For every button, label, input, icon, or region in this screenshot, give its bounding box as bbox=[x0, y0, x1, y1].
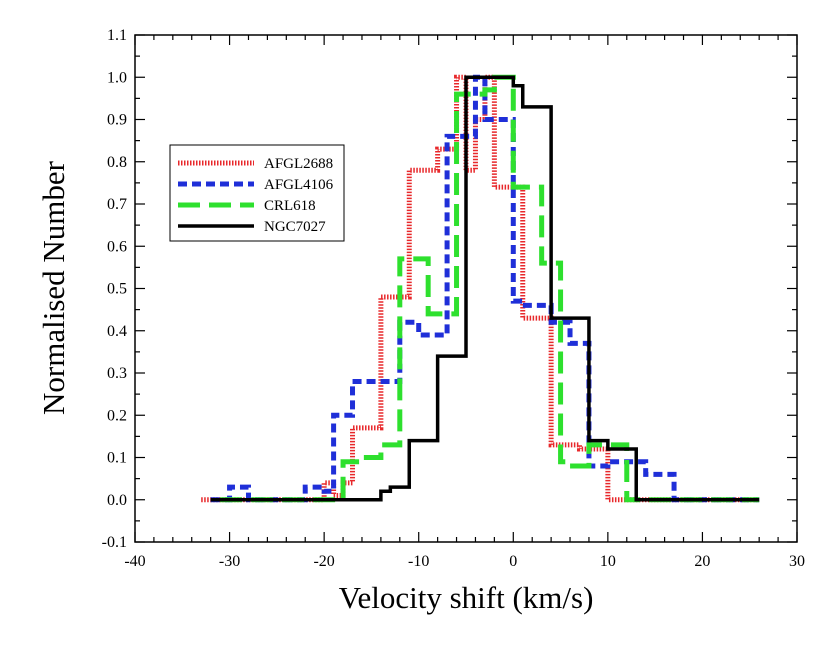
y-tick-label: 0.6 bbox=[107, 238, 127, 255]
tick-labels: -40 -30 -20 -10 0 10 20 30 -0.1 0.0 0.1 0.2 0.3 0.4 0.… bbox=[102, 27, 805, 570]
y-tick-label: 0.7 bbox=[107, 196, 127, 213]
y-tick-label: 0.8 bbox=[107, 154, 127, 171]
series-afgl4106-line bbox=[210, 74, 760, 503]
y-tick-label: 0.1 bbox=[107, 450, 127, 467]
y-tick-label: 0.4 bbox=[107, 323, 127, 340]
y-tick-label: -0.1 bbox=[102, 534, 127, 551]
series-crl618-line bbox=[220, 74, 760, 503]
y-tick-label: 0.2 bbox=[107, 407, 127, 424]
axis-ticks bbox=[134, 34, 798, 543]
x-axis-title: Velocity shift (km/s) bbox=[339, 580, 594, 615]
series-ngc7027-line bbox=[210, 75, 760, 502]
x-tick-label: 10 bbox=[600, 553, 616, 570]
x-tick-label: -10 bbox=[408, 553, 429, 570]
x-tick-label: 20 bbox=[694, 553, 710, 570]
y-tick-label: 0.5 bbox=[107, 281, 127, 298]
y-tick-label: 1.1 bbox=[107, 27, 127, 44]
y-tick-label: 0.0 bbox=[107, 492, 127, 509]
legend-label-ngc7027: NGC7027 bbox=[264, 219, 326, 235]
x-tick-label: -40 bbox=[124, 553, 145, 570]
y-axis-title: Normalised Number bbox=[36, 160, 71, 415]
x-tick-label: -20 bbox=[313, 553, 334, 570]
legend: AFGL2688 AFGL4106 CRL618 NGC7027 bbox=[169, 144, 345, 242]
legend-label-crl618: CRL618 bbox=[264, 198, 316, 214]
y-tick-label: 1.0 bbox=[107, 69, 127, 86]
x-tick-label: -30 bbox=[219, 553, 240, 570]
x-tick-label: 30 bbox=[789, 553, 805, 570]
y-tick-label: 0.9 bbox=[107, 112, 127, 129]
y-tick-label: 0.3 bbox=[107, 365, 127, 382]
legend-label-afgl2688: AFGL2688 bbox=[264, 156, 333, 172]
series-group bbox=[201, 74, 760, 503]
legend-label-afgl4106: AFGL4106 bbox=[264, 177, 334, 193]
series-afgl2688-line bbox=[201, 74, 760, 503]
x-tick-label: 0 bbox=[509, 553, 517, 570]
